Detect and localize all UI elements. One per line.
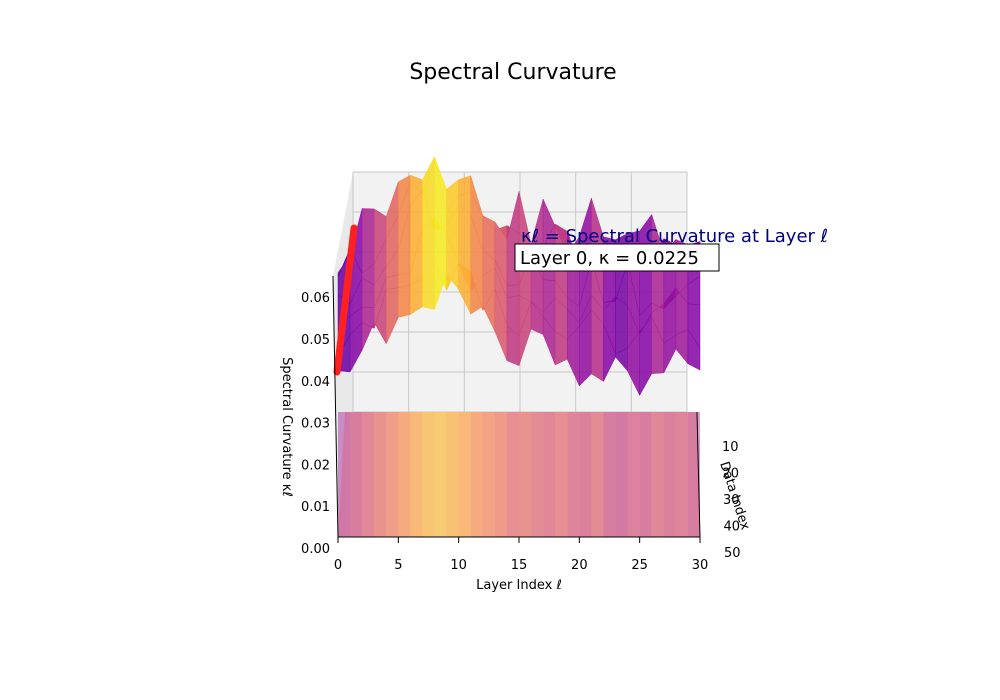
floor-contour — [338, 412, 700, 537]
y-tick-label: 30 — [723, 493, 740, 508]
x-tick-label: 20 — [571, 558, 588, 573]
z-tick-label: 0.03 — [301, 417, 330, 432]
definition-annotation: κℓ = Spectral Curvature at Layer ℓ — [521, 226, 828, 247]
z-tick-label: 0.01 — [301, 500, 330, 515]
y-axis-ticks: 10 20 30 40 50 — [722, 440, 741, 561]
x-axis-label: Layer Index ℓ — [476, 578, 562, 593]
y-tick-label: 10 — [722, 440, 739, 455]
z-tick-label: 0.06 — [301, 291, 330, 306]
z-tick-label: 0.02 — [301, 458, 330, 473]
z-tick-label: 0.05 — [301, 333, 330, 348]
z-axis-ticks: 0.00 0.01 0.02 0.03 0.04 0.05 0.06 — [301, 291, 330, 557]
z-tick-label: 0.04 — [301, 375, 330, 390]
y-tick-label: 20 — [723, 467, 740, 482]
y-tick-label: 50 — [724, 546, 741, 561]
z-axis-label: Spectral Curvature κℓ — [279, 357, 294, 497]
x-tick-label: 5 — [394, 558, 402, 573]
x-tick-label: 30 — [692, 558, 709, 573]
current-value-annotation: Layer 0, κ = 0.0225 — [520, 248, 699, 269]
highlight-series-layer-0 — [333, 224, 358, 376]
x-tick-label: 10 — [450, 558, 467, 573]
chart-title: Spectral Curvature — [409, 60, 616, 85]
x-tick-label: 0 — [334, 558, 342, 573]
y-tick-label: 40 — [724, 520, 741, 535]
x-tick-label: 25 — [631, 558, 648, 573]
x-axis-ticks: 0 5 10 15 20 25 30 — [334, 537, 708, 573]
current-value-box: Layer 0, κ = 0.0225 — [514, 243, 720, 272]
z-tick-label: 0.00 — [301, 542, 330, 557]
x-tick-label: 15 — [511, 558, 528, 573]
